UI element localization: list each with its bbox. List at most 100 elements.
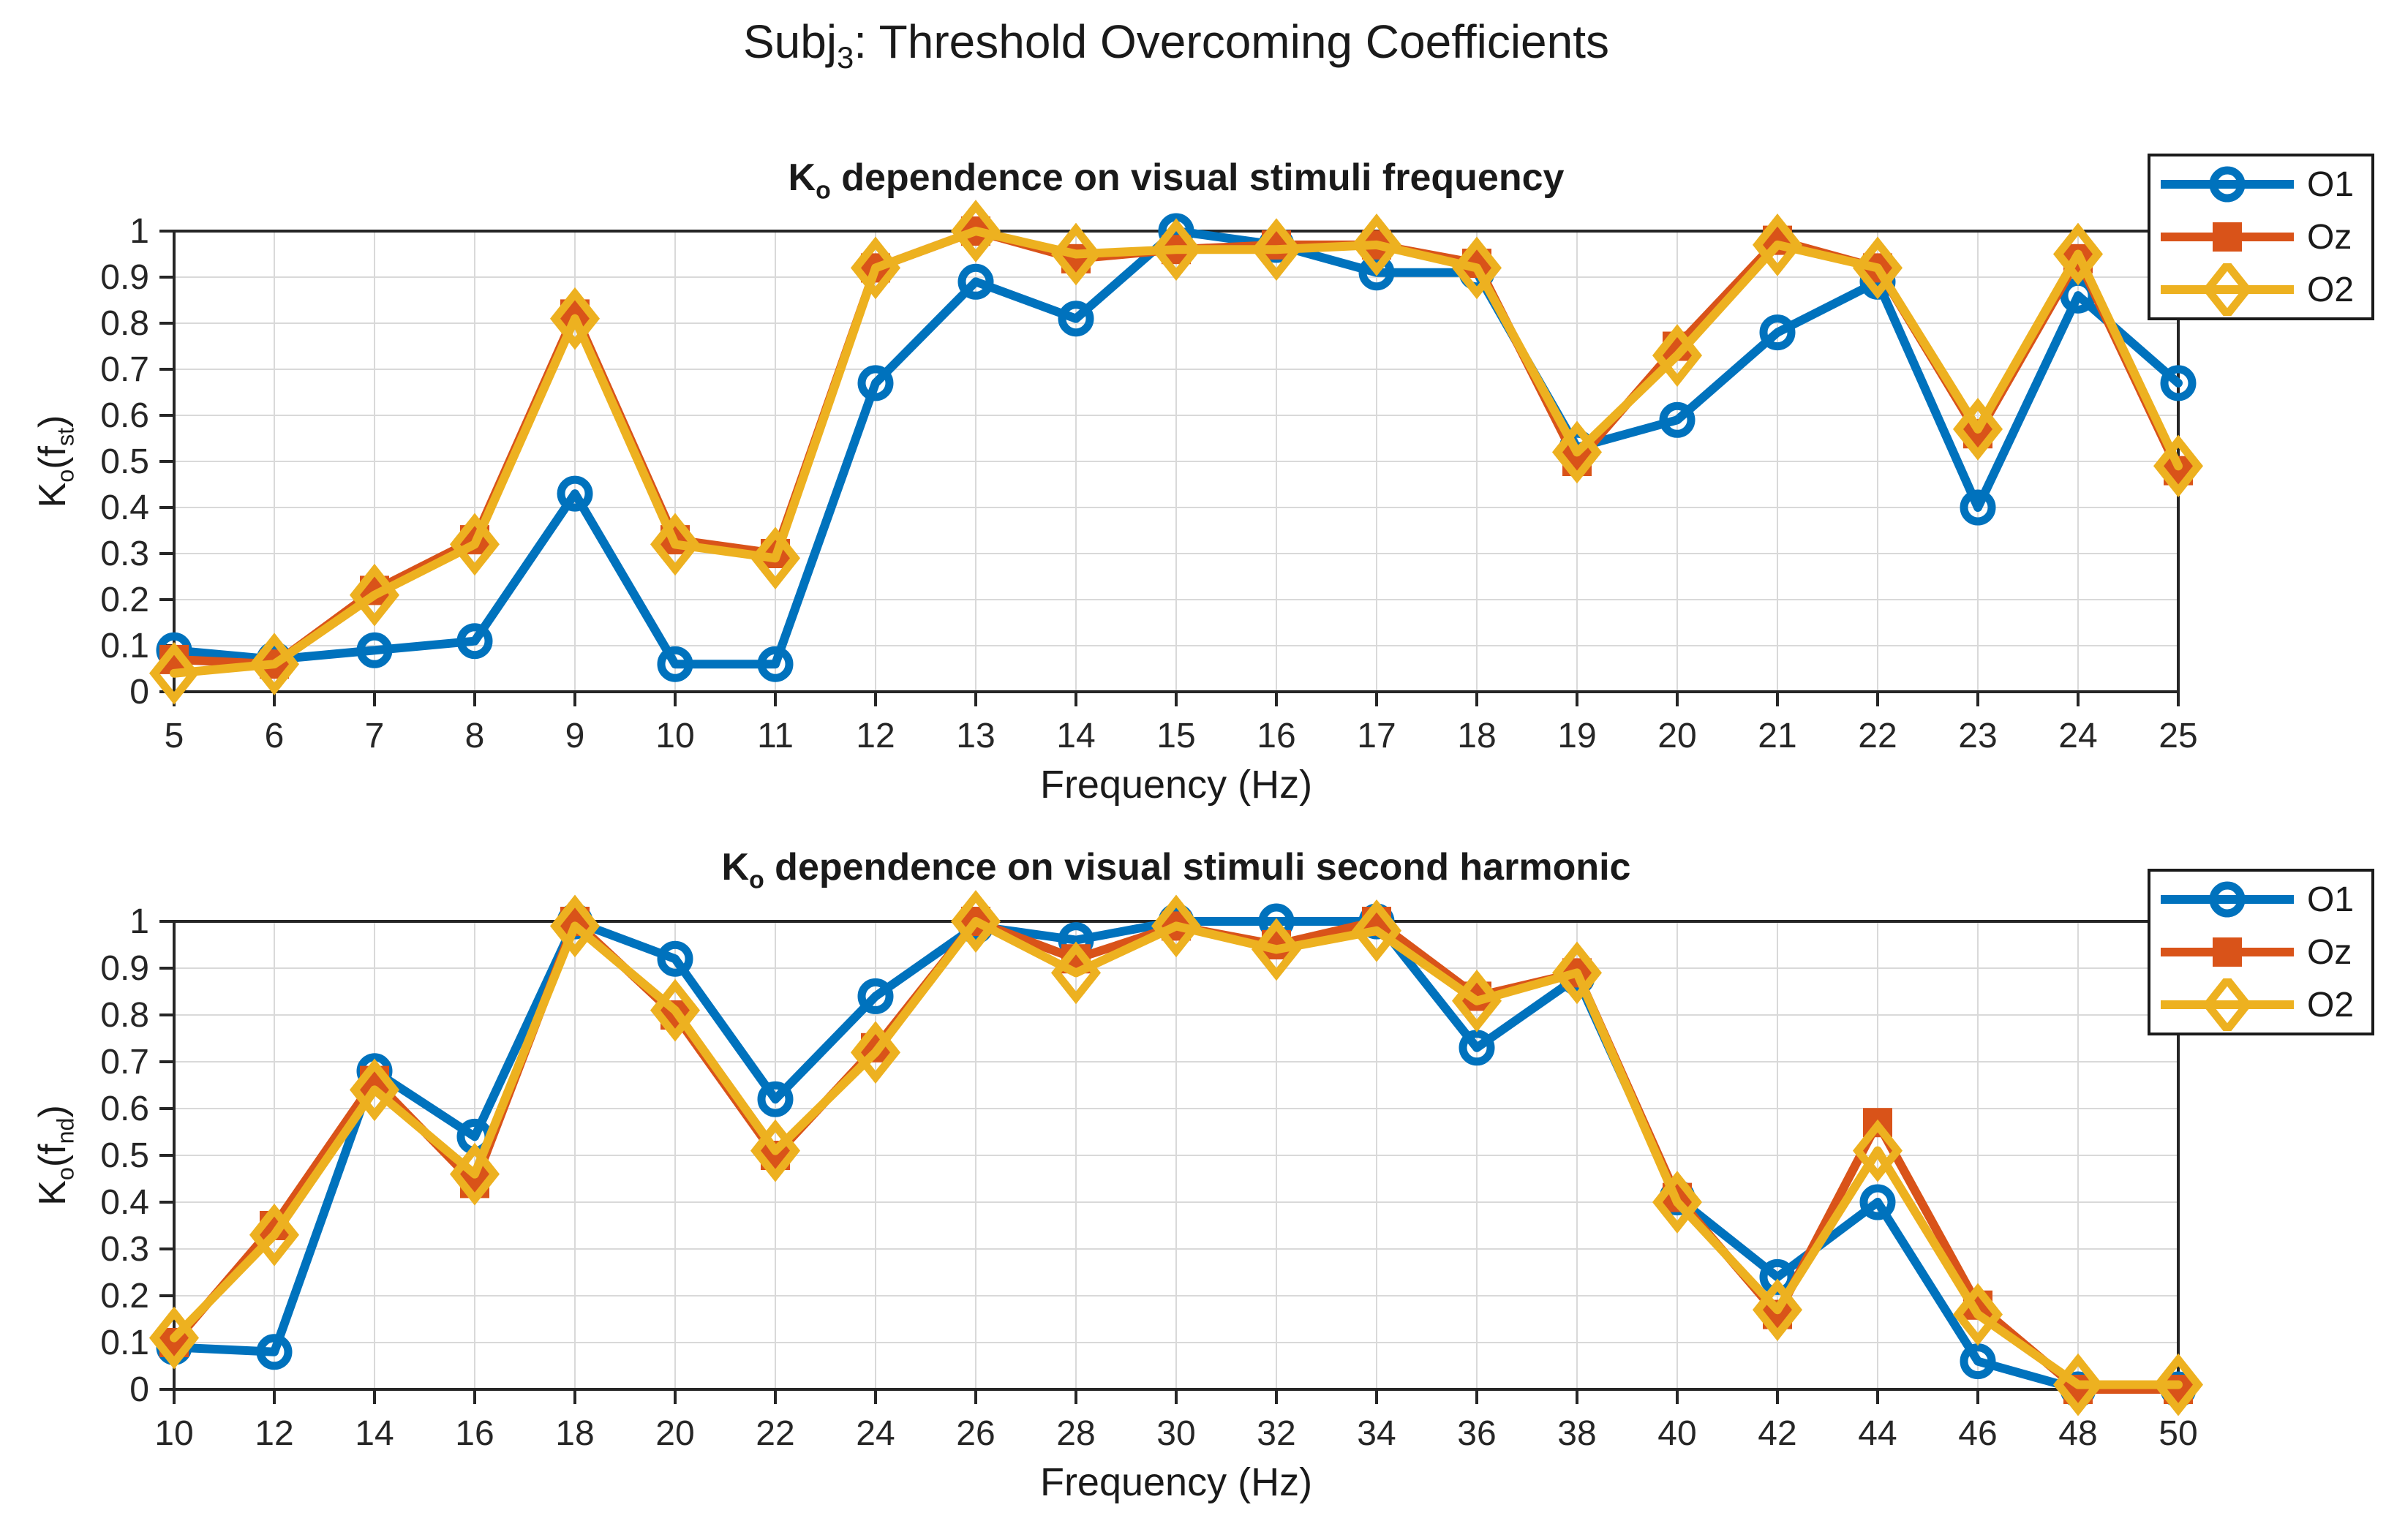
svg-text:0.6: 0.6 (100, 396, 149, 435)
plot-title-k-subscript: o (816, 176, 831, 205)
svg-text:0.9: 0.9 (100, 258, 149, 297)
plot-title-first-harmonic: Ko dependence on visual stimuli frequenc… (174, 156, 2178, 205)
o2-line-diamond-marker-icon (2161, 978, 2294, 1031)
svg-text:7: 7 (365, 717, 385, 755)
svg-text:48: 48 (2058, 1414, 2097, 1453)
svg-text:25: 25 (2159, 717, 2197, 755)
plot-title-k-subscript: o (749, 866, 764, 894)
svg-text:0.3: 0.3 (100, 535, 149, 573)
svg-text:0.3: 0.3 (100, 1230, 149, 1269)
figure-title-subscript: 3 (837, 39, 854, 75)
o1-line-circle-marker-icon (2161, 166, 2294, 203)
svg-text:0.5: 0.5 (100, 1136, 149, 1175)
svg-text:14: 14 (355, 1414, 394, 1453)
svg-text:16: 16 (1257, 717, 1295, 755)
x-axis-label-first-harmonic: Frequency (Hz) (1039, 763, 1313, 807)
svg-text:38: 38 (1557, 1414, 1596, 1453)
legend-item-o2: O2 (2158, 263, 2371, 316)
svg-text:17: 17 (1357, 717, 1396, 755)
legend-label-o1: O1 (2307, 880, 2355, 919)
svg-text:5: 5 (165, 717, 184, 755)
legend-item-oz: Oz (2158, 926, 2371, 978)
svg-text:30: 30 (1156, 1414, 1195, 1453)
svg-text:15: 15 (1156, 717, 1195, 755)
svg-text:9: 9 (565, 717, 585, 755)
svg-text:20: 20 (1657, 717, 1696, 755)
figure-title: Subj3: Threshold Overcoming Coefficients (0, 15, 2352, 75)
svg-text:18: 18 (1457, 717, 1496, 755)
plot-title-text: dependence on visual stimuli frequency (830, 156, 1565, 199)
plot-title-text: dependence on visual stimuli second harm… (764, 846, 1631, 888)
y-axis-label-second-harmonic: Ko(fnd) (31, 1105, 79, 1206)
svg-text:0.7: 0.7 (100, 350, 149, 389)
legend-item-oz: Oz (2158, 211, 2371, 263)
o2-line-diamond-marker-icon (2161, 263, 2294, 316)
figure-title-suffix: : Threshold Overcoming Coefficients (854, 15, 1609, 68)
figure-title-prefix: Subj (742, 15, 838, 68)
oz-line-square-marker-icon (2161, 937, 2294, 967)
svg-text:0.4: 0.4 (100, 1183, 149, 1222)
svg-text:40: 40 (1657, 1414, 1696, 1453)
svg-text:34: 34 (1357, 1414, 1396, 1453)
svg-text:12: 12 (856, 717, 895, 755)
svg-text:20: 20 (655, 1414, 694, 1453)
svg-text:0.1: 0.1 (100, 627, 149, 665)
svg-text:0.5: 0.5 (100, 442, 149, 481)
legend-label-oz: Oz (2307, 217, 2352, 257)
svg-text:44: 44 (1858, 1414, 1897, 1453)
svg-text:28: 28 (1056, 1414, 1095, 1453)
legend-label-o2: O2 (2307, 985, 2355, 1024)
y-axis-label-first-harmonic: Ko(fst) (31, 415, 79, 508)
svg-text:0: 0 (129, 1370, 149, 1409)
svg-text:42: 42 (1758, 1414, 1796, 1453)
svg-text:23: 23 (1958, 717, 1997, 755)
svg-text:0: 0 (129, 673, 149, 712)
o1-line-circle-marker-icon (2161, 881, 2294, 918)
svg-text:1: 1 (129, 902, 149, 941)
svg-text:0.7: 0.7 (100, 1043, 149, 1082)
svg-text:0.2: 0.2 (100, 581, 149, 619)
svg-text:0.1: 0.1 (100, 1324, 149, 1362)
x-axis-label-second-harmonic: Frequency (Hz) (1039, 1460, 1313, 1504)
svg-text:1: 1 (129, 212, 149, 251)
svg-text:0.2: 0.2 (100, 1277, 149, 1316)
legend-item-o1: O1 (2158, 873, 2371, 926)
svg-text:18: 18 (555, 1414, 594, 1453)
svg-text:13: 13 (956, 717, 995, 755)
svg-text:0.8: 0.8 (100, 996, 149, 1035)
oz-line-square-marker-icon (2161, 222, 2294, 252)
svg-text:0.9: 0.9 (100, 949, 149, 988)
svg-text:46: 46 (1958, 1414, 1997, 1453)
svg-text:16: 16 (455, 1414, 494, 1453)
svg-text:12: 12 (255, 1414, 293, 1453)
plot-title-k: K (721, 846, 750, 888)
plot-title-second-harmonic: Ko dependence on visual stimuli second h… (174, 845, 2178, 894)
svg-text:32: 32 (1257, 1414, 1295, 1453)
legend-second-harmonic: O1 Oz O2 (2148, 869, 2374, 1035)
svg-text:19: 19 (1557, 717, 1596, 755)
svg-text:24: 24 (856, 1414, 895, 1453)
svg-text:26: 26 (956, 1414, 995, 1453)
svg-text:8: 8 (465, 717, 485, 755)
svg-text:6: 6 (265, 717, 285, 755)
svg-text:50: 50 (2159, 1414, 2197, 1453)
svg-text:21: 21 (1758, 717, 1796, 755)
legend-item-o2: O2 (2158, 978, 2371, 1031)
legend-label-o2: O2 (2307, 270, 2355, 309)
legend-item-o1: O1 (2158, 158, 2371, 211)
svg-text:36: 36 (1457, 1414, 1496, 1453)
svg-text:11: 11 (757, 717, 794, 755)
svg-text:10: 10 (655, 717, 694, 755)
svg-text:0.8: 0.8 (100, 304, 149, 343)
plot-title-k: K (788, 156, 816, 199)
svg-text:0.4: 0.4 (100, 488, 149, 527)
legend-label-o1: O1 (2307, 165, 2355, 204)
legend-first-harmonic: O1 Oz O2 (2148, 154, 2374, 320)
svg-text:24: 24 (2058, 717, 2097, 755)
svg-text:0.6: 0.6 (100, 1090, 149, 1128)
legend-label-oz: Oz (2307, 932, 2352, 972)
svg-text:10: 10 (154, 1414, 193, 1453)
svg-text:22: 22 (1858, 717, 1897, 755)
svg-text:22: 22 (756, 1414, 794, 1453)
